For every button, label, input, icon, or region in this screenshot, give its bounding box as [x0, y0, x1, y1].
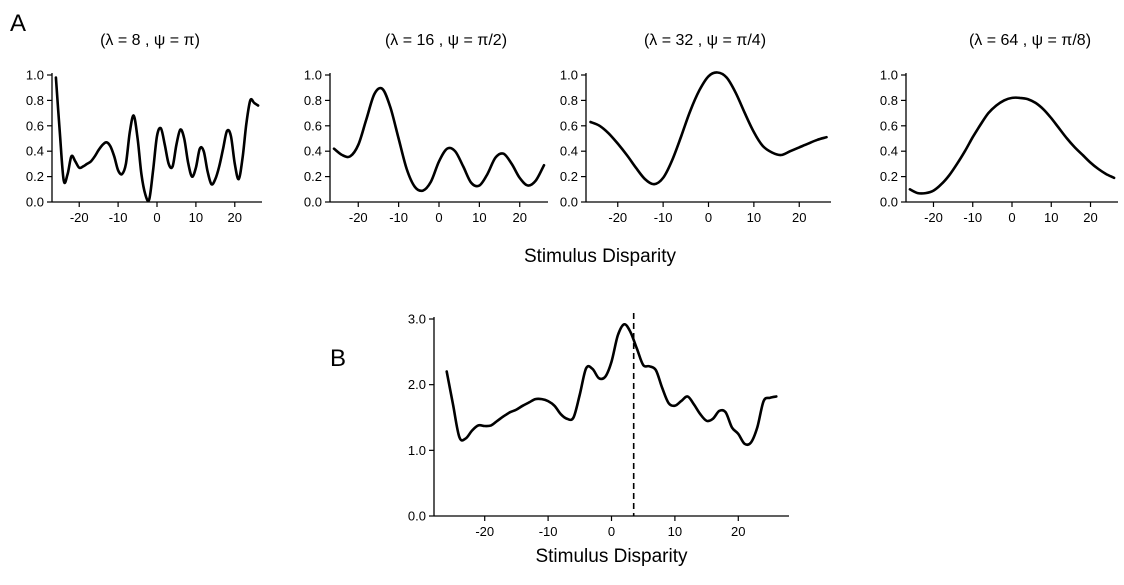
chart-4: (λ = 64 , ψ = π/8) 0.0 0.2 0.4 0.6 0.8 1.0 -20 -… — [880, 32, 1118, 225]
chart-3: (λ = 32 , ψ = π/4) 0.0 0.2 0.4 0.6 0.8 1.0 -20 -… — [560, 32, 831, 225]
x-tick-label: 20 — [792, 210, 806, 225]
chart-1: (λ = 8 , ψ = π) 0.0 0.2 0.4 0.6 0.8 1.0 -20 -10 0… — [26, 32, 262, 225]
x-tick-label: 20 — [731, 524, 745, 539]
chart-3-series-line — [589, 71, 828, 186]
y-tick-label: 0.2 — [880, 169, 898, 184]
y-tick-label: 1.0 — [560, 68, 578, 83]
chart-4-title: (λ = 64 , ψ = π/8) — [969, 32, 1091, 49]
y-tick-label: 0.4 — [560, 144, 578, 159]
chart-4-series-line — [908, 96, 1116, 195]
chart-2: (λ = 16 , ψ = π/2) 0.0 0.2 0.4 0.6 0.8 1.0 -20 -… — [304, 32, 548, 225]
x-tick-label: 10 — [747, 210, 761, 225]
x-tick-label: 10 — [189, 210, 203, 225]
y-tick-label: 0.0 — [304, 195, 322, 210]
x-tick-label: -20 — [924, 210, 943, 225]
x-tick-label: 0 — [153, 210, 160, 225]
y-tick-label: 0.4 — [26, 144, 44, 159]
chart-1-series-line — [54, 76, 260, 203]
chart-3-title: (λ = 32 , ψ = π/4) — [644, 32, 766, 49]
y-tick-label: 1.0 — [880, 68, 898, 83]
y-tick-label: 0.2 — [560, 169, 578, 184]
y-tick-label: 0.6 — [560, 118, 578, 133]
x-tick-label: -10 — [539, 524, 558, 539]
y-tick-label: 1.0 — [408, 443, 426, 458]
x-tick-label: 20 — [513, 210, 527, 225]
x-tick-label: 10 — [1044, 210, 1058, 225]
chart-2-series-line — [332, 86, 546, 193]
x-tick-label: -20 — [475, 524, 494, 539]
x-tick-label: 0 — [435, 210, 442, 225]
y-tick-label: 1.0 — [26, 68, 44, 83]
y-tick-label: 1.0 — [304, 68, 322, 83]
y-tick-label: 0.4 — [880, 144, 898, 159]
chart-1-title: (λ = 8 , ψ = π) — [100, 32, 200, 49]
y-tick-label: 0.8 — [880, 93, 898, 108]
x-tick-label: -10 — [654, 210, 673, 225]
x-tick-label: -10 — [389, 210, 408, 225]
panel-b-letter: B — [330, 345, 346, 372]
y-tick-label: 0.4 — [304, 144, 322, 159]
x-tick-label: 0 — [705, 210, 712, 225]
x-tick-label: 0 — [608, 524, 615, 539]
chart-5-series-line — [445, 322, 778, 447]
x-tick-label: 20 — [1083, 210, 1097, 225]
y-tick-label: 0.6 — [304, 118, 322, 133]
x-tick-label: -20 — [349, 210, 368, 225]
y-tick-label: 0.8 — [560, 93, 578, 108]
y-tick-label: 0.8 — [304, 93, 322, 108]
chart-5: 0.0 1.0 2.0 3.0 -20 -10 0 10 20 Stimulus Disparit… — [408, 312, 789, 567]
y-tick-label: 0.6 — [880, 118, 898, 133]
panel-a-xlabel: Stimulus Disparity — [524, 246, 677, 267]
y-tick-label: 2.0 — [408, 377, 426, 392]
y-tick-label: 0.2 — [26, 169, 44, 184]
y-tick-label: 0.0 — [26, 195, 44, 210]
x-tick-label: -10 — [109, 210, 128, 225]
y-tick-label: 0.2 — [304, 169, 322, 184]
chart-2-title: (λ = 16 , ψ = π/2) — [385, 32, 507, 49]
x-tick-label: -20 — [608, 210, 627, 225]
y-tick-label: 0.0 — [560, 195, 578, 210]
x-tick-label: 10 — [472, 210, 486, 225]
panel-a-letter: A — [10, 10, 26, 37]
chart-5-xlabel: Stimulus Disparity — [535, 546, 688, 567]
x-tick-label: -10 — [963, 210, 982, 225]
y-tick-label: 0.0 — [408, 509, 426, 524]
x-tick-label: 0 — [1008, 210, 1015, 225]
charts: (λ = 8 , ψ = π)0.00.20.40.60.81.0-20 -10 0… — [26, 32, 1118, 567]
y-tick-label: 0.8 — [26, 93, 44, 108]
y-tick-label: 3.0 — [408, 312, 426, 327]
y-tick-label: 0.6 — [26, 118, 44, 133]
y-tick-label: 0.0 — [880, 195, 898, 210]
x-tick-label: 10 — [668, 524, 682, 539]
x-tick-label: -20 — [70, 210, 89, 225]
x-tick-label: 20 — [228, 210, 242, 225]
